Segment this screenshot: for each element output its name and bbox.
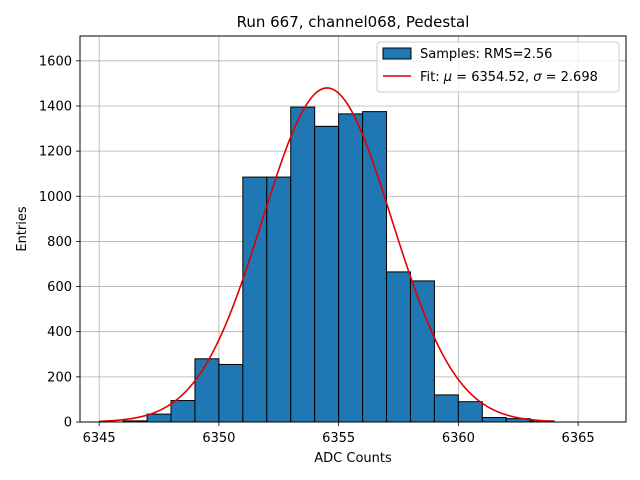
y-tick-label: 1600: [39, 54, 72, 69]
x-tick-label: 6365: [562, 431, 595, 446]
histogram-bar: [362, 111, 388, 423]
legend: Samples: RMS=2.56 Fit: μ = 6354.52, σ = …: [376, 41, 620, 93]
histogram-bar: [290, 106, 316, 423]
y-tick-label: 800: [47, 235, 72, 250]
histogram-bar: [170, 400, 196, 423]
histogram-bar: [409, 280, 435, 423]
y-tick-label: 0: [64, 416, 72, 431]
histogram-bar: [457, 401, 483, 423]
histogram-bar: [218, 363, 244, 423]
histogram-bar: [338, 113, 364, 423]
y-axis-label: Entries: [15, 206, 30, 252]
legend-mu-value: = 6354.52,: [452, 70, 533, 85]
histogram-bar: [386, 271, 411, 423]
legend-samples-swatch: [382, 47, 412, 60]
histogram-bar: [194, 358, 220, 423]
fit-curve: [99, 87, 555, 423]
histogram-bar: [266, 176, 292, 423]
y-tick-label: 600: [47, 280, 72, 295]
histogram-bar: [481, 416, 507, 423]
legend-fit-label: Fit: μ = 6354.52, σ = 2.698: [420, 70, 598, 85]
legend-sigma-symbol: σ: [533, 70, 542, 85]
y-tick-label: 1200: [39, 145, 72, 160]
x-tick-label: 6350: [202, 431, 235, 446]
legend-mu-symbol: μ: [443, 70, 452, 85]
histogram-bar: [242, 176, 268, 423]
histogram-bar: [314, 125, 340, 423]
x-axis-label: ADC Counts: [314, 451, 392, 466]
x-tick-label: 6345: [83, 431, 116, 446]
histogram-bar: [433, 394, 459, 423]
y-tick-label: 1000: [39, 190, 72, 205]
legend-box: [376, 41, 620, 93]
legend-sigma-value: = 2.698: [541, 70, 597, 85]
y-tick-label: 1400: [39, 99, 72, 114]
legend-fit-prefix: Fit:: [420, 70, 440, 85]
chart-title: Run 667, channel068, Pedestal: [237, 13, 470, 31]
fit-curve-group: [99, 87, 555, 423]
axis-ticks: 6345 6350 6355 6360 6365 0 200 400 600 800 1000 120…: [39, 54, 595, 446]
y-tick-label: 200: [47, 370, 72, 385]
histogram-bar: [146, 413, 172, 423]
y-tick-label: 400: [47, 325, 72, 340]
plot-frame: [79, 35, 627, 423]
x-tick-label: 6360: [442, 431, 475, 446]
x-tick-label: 6355: [322, 431, 355, 446]
histogram-bars: [122, 106, 555, 423]
legend-samples-label: Samples: RMS=2.56: [420, 47, 552, 62]
